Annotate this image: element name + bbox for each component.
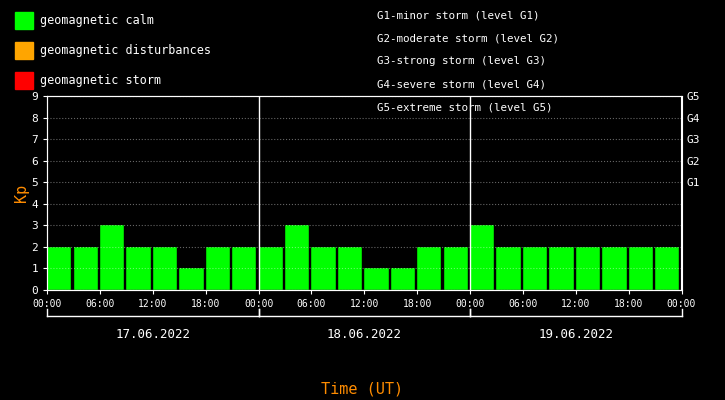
Bar bbox=[312, 247, 336, 290]
Text: 19.06.2022: 19.06.2022 bbox=[538, 328, 613, 341]
Bar bbox=[364, 268, 389, 290]
Bar bbox=[73, 247, 98, 290]
Bar bbox=[206, 247, 230, 290]
Bar bbox=[444, 247, 468, 290]
Text: G4-severe storm (level G4): G4-severe storm (level G4) bbox=[377, 80, 546, 90]
Text: geomagnetic storm: geomagnetic storm bbox=[40, 74, 161, 87]
Bar bbox=[602, 247, 626, 290]
Bar bbox=[338, 247, 362, 290]
Text: G1-minor storm (level G1): G1-minor storm (level G1) bbox=[377, 10, 539, 20]
Bar bbox=[391, 268, 415, 290]
Bar bbox=[470, 225, 494, 290]
Bar bbox=[232, 247, 257, 290]
Bar bbox=[523, 247, 547, 290]
Bar bbox=[285, 225, 310, 290]
Bar bbox=[153, 247, 177, 290]
Bar bbox=[655, 247, 679, 290]
Text: Time (UT): Time (UT) bbox=[321, 381, 404, 396]
Text: G5-extreme storm (level G5): G5-extreme storm (level G5) bbox=[377, 103, 552, 113]
Text: 18.06.2022: 18.06.2022 bbox=[327, 328, 402, 341]
Bar bbox=[126, 247, 151, 290]
Bar bbox=[576, 247, 600, 290]
Bar bbox=[259, 247, 283, 290]
Text: G2-moderate storm (level G2): G2-moderate storm (level G2) bbox=[377, 33, 559, 43]
Bar bbox=[550, 247, 573, 290]
Bar bbox=[497, 247, 521, 290]
Text: geomagnetic calm: geomagnetic calm bbox=[40, 14, 154, 27]
Text: geomagnetic disturbances: geomagnetic disturbances bbox=[40, 44, 211, 57]
Y-axis label: Kp: Kp bbox=[14, 184, 28, 202]
Bar bbox=[179, 268, 204, 290]
Text: 17.06.2022: 17.06.2022 bbox=[115, 328, 191, 341]
Bar bbox=[629, 247, 653, 290]
Bar bbox=[417, 247, 442, 290]
Bar bbox=[100, 225, 124, 290]
Bar bbox=[47, 247, 72, 290]
Text: G3-strong storm (level G3): G3-strong storm (level G3) bbox=[377, 56, 546, 66]
